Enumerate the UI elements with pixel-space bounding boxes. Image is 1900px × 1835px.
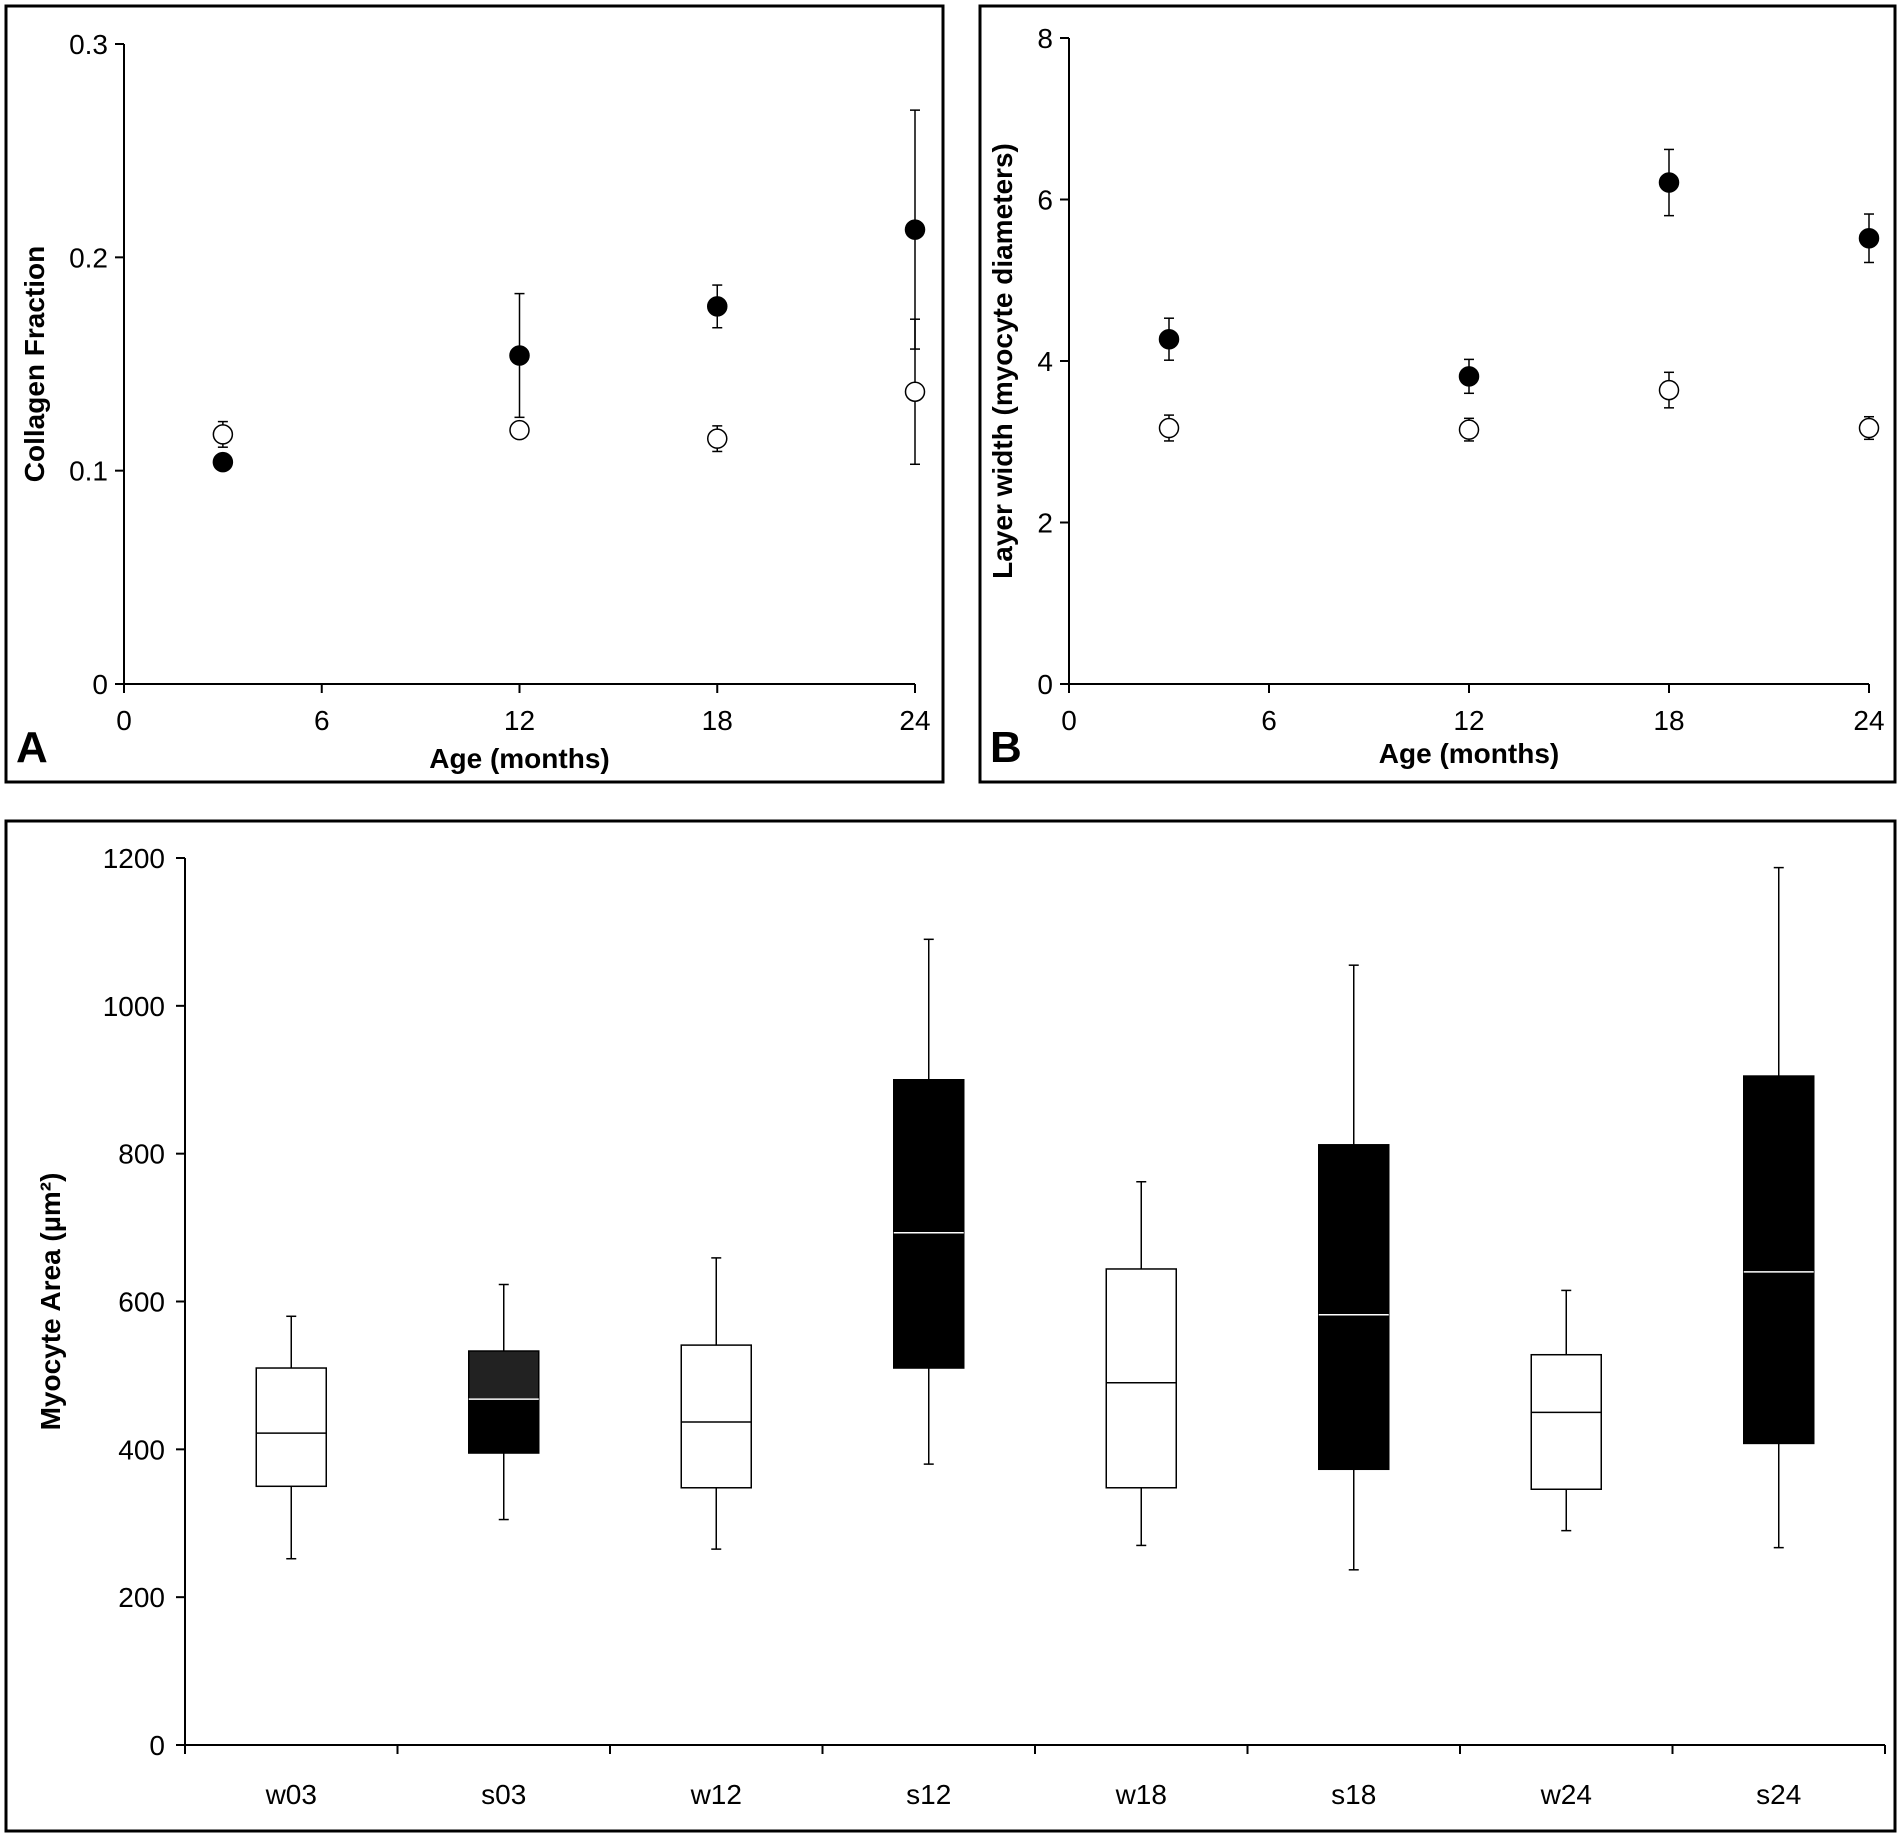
panel-b-open-point	[1158, 417, 1180, 439]
panel-a-open-point	[509, 419, 530, 441]
box-body	[893, 1079, 965, 1369]
panel-c-category-label: s24	[1756, 1779, 1801, 1810]
panel-c-y-tick-label: 200	[118, 1582, 165, 1613]
panel-a-x-axis-title: Age (months)	[429, 743, 609, 774]
panel-c-frame	[4, 819, 1897, 1833]
panel-b-x-tick-label: 18	[1653, 705, 1684, 736]
panel-a-y-tick-label: 0.1	[69, 456, 108, 487]
panel-a-filled-point	[707, 296, 728, 317]
panel-a-open-point	[904, 381, 926, 402]
panel-c-category-label: w03	[265, 1779, 317, 1810]
panel-b-label: B	[990, 723, 1022, 772]
panel-c-category-label: w24	[1540, 1779, 1592, 1810]
panel-a-y-axis-title: Collagen Fraction	[19, 246, 50, 482]
panel-b-y-tick-label: 2	[1037, 508, 1053, 539]
panel-c-category-label: s03	[481, 1779, 526, 1810]
box-body	[1743, 1075, 1815, 1445]
panel-b-filled-point	[1858, 228, 1880, 249]
panel-b-frame	[978, 4, 1897, 784]
panel-a-open-point	[707, 428, 728, 449]
panel-a-frame	[4, 4, 945, 784]
panel-b-open-point	[1658, 379, 1680, 401]
panel-b-filled-point	[1458, 366, 1480, 387]
panel-c-y-tick-label: 1000	[103, 991, 165, 1022]
panel-a-y-tick-label: 0	[92, 669, 108, 700]
panel-a-label: A	[16, 723, 48, 772]
panel-a-chart: 0 6 12 18 24 0 0.1 0.2 0.3 Age (months) Collagen F…	[19, 29, 931, 774]
panel-c-category-label: s12	[906, 1779, 951, 1810]
panel-c-category-label: s18	[1331, 1779, 1376, 1810]
panel-b-open-point	[1458, 419, 1480, 440]
box-body	[1530, 1353, 1602, 1490]
panel-b-x-tick-label: 6	[1261, 705, 1277, 736]
panel-a-filled-point	[212, 451, 234, 473]
panel-a-filled-point	[904, 219, 926, 240]
box-body	[1318, 1144, 1390, 1471]
panel-c-y-tick-label: 1200	[103, 843, 165, 874]
panel-b-x-axis-title: Age (months)	[1379, 738, 1559, 769]
panel-c-y-tick-label: 400	[118, 1434, 165, 1465]
panel-a-x-tick-label: 6	[314, 705, 330, 736]
panel-b-y-tick-label: 0	[1037, 669, 1053, 700]
panel-a-x-tick-label: 18	[702, 705, 733, 736]
panel-b-x-tick-label: 0	[1061, 705, 1077, 736]
panel-a-y-tick-label: 0.2	[69, 242, 108, 273]
box-upper-half	[468, 1350, 540, 1400]
panel-a-filled-point	[509, 345, 530, 366]
panel-c-category-label: w18	[1115, 1779, 1167, 1810]
panel-b-y-tick-label: 4	[1037, 346, 1053, 377]
box-body	[255, 1367, 327, 1488]
panel-b-filled-point	[1658, 172, 1680, 193]
panel-b-y-tick-label: 6	[1037, 185, 1053, 216]
panel-a-x-tick-label: 12	[504, 705, 535, 736]
panel-c-y-axis-title: Myocyte Area (µm²)	[35, 1173, 66, 1431]
panel-c-chart: 0 200 400 600 800 1000 1200 Myocyte Area (µm²) w…	[35, 843, 1886, 1810]
panel-b-open-point	[1858, 417, 1880, 439]
panel-c-y-tick-label: 800	[118, 1139, 165, 1170]
panel-a-x-tick-label: 24	[899, 705, 930, 736]
panel-b-x-tick-label: 12	[1453, 705, 1484, 736]
panel-a-x-tick-label: 0	[116, 705, 132, 736]
box-body	[680, 1344, 752, 1489]
panel-c-y-tick-label: 0	[149, 1730, 165, 1761]
panel-a-y-tick-label: 0.3	[69, 29, 108, 60]
panel-b-filled-point	[1158, 328, 1180, 350]
panel-b-x-tick-label: 24	[1853, 705, 1884, 736]
panel-a-open-point	[212, 424, 234, 445]
panel-c-y-tick-label: 600	[118, 1287, 165, 1318]
panel-b-y-tick-label: 8	[1037, 23, 1053, 54]
box-lower-half	[468, 1398, 540, 1454]
box-body	[1105, 1268, 1177, 1489]
panel-b-y-axis-title: Layer width (myocyte diameters)	[987, 143, 1018, 579]
panel-c-category-label: w12	[690, 1779, 742, 1810]
